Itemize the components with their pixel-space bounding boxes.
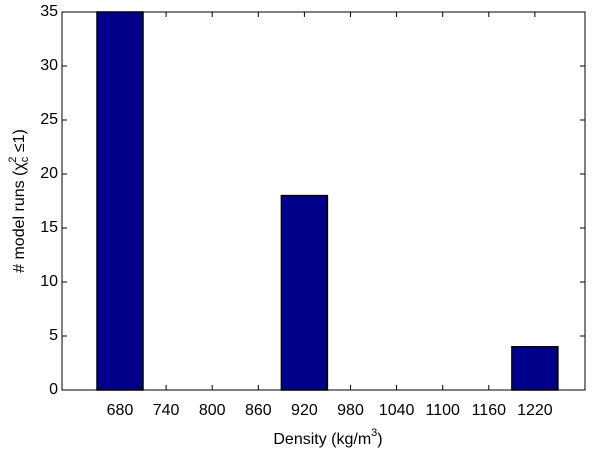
x-tick-label: 1220 (517, 402, 553, 419)
x-tick-label: 920 (291, 402, 318, 419)
y-axis-label: # model runs (χc2 ≤1) (7, 129, 31, 273)
x-tick-label: 980 (337, 402, 364, 419)
y-tick-label: 10 (40, 273, 58, 290)
x-tick-label: 800 (199, 402, 226, 419)
y-tick-label: 15 (40, 219, 58, 236)
x-tick-label: 1100 (425, 402, 460, 419)
y-tick-label: 35 (40, 3, 58, 20)
bar (280, 194, 329, 391)
y-tick-label: 30 (40, 57, 58, 74)
y-tick-label: 25 (40, 111, 58, 128)
y-tick-label: 5 (49, 327, 58, 344)
bar (511, 346, 559, 391)
y-tick-label: 0 (49, 381, 58, 398)
y-tick-label: 20 (40, 165, 58, 182)
x-axis-label: Density (kg/m3) (273, 427, 382, 448)
bar (96, 11, 144, 391)
x-tick-label: 1040 (379, 402, 415, 419)
x-tick-label: 680 (107, 402, 134, 419)
x-tick-label: 860 (245, 402, 272, 419)
x-tick-label: 1160 (472, 402, 507, 419)
x-tick-label: 740 (153, 402, 180, 419)
